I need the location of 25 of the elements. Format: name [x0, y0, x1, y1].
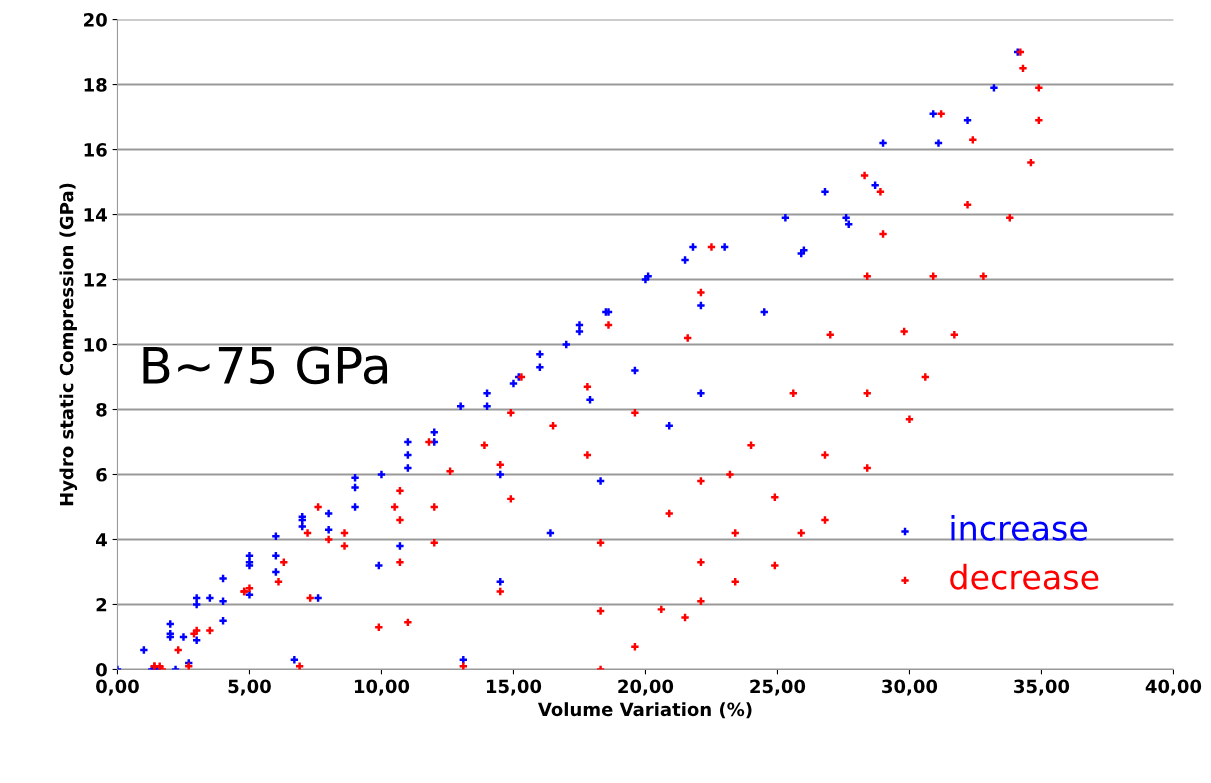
y-tick-label: 14: [84, 208, 107, 222]
x-tick-label: 35,00: [1014, 679, 1070, 696]
y-tick-label: 16: [84, 143, 107, 157]
x-tick-label: 20,00: [618, 679, 674, 696]
y-tick-label: 18: [84, 78, 107, 92]
x-tick-label: 25,00: [750, 679, 806, 696]
legend-label: increase: [951, 514, 1088, 541]
x-tick-label: 30,00: [882, 679, 938, 696]
y-tick-label: 0: [96, 662, 107, 677]
y-tick-label: 6: [96, 467, 107, 482]
y-tick-label: 4: [95, 533, 107, 547]
x-tick-label: 0,00: [96, 679, 139, 696]
x-tick-label: 10,00: [354, 679, 410, 696]
y-tick-label: 10: [84, 337, 107, 352]
x-axis-title: Volume Variation (%): [537, 702, 752, 719]
x-tick-label: 40,00: [1145, 679, 1202, 696]
legend-label: decrease: [950, 563, 1099, 590]
x-tick-label: 15,00: [486, 679, 542, 696]
y-tick-label: 2: [96, 597, 107, 612]
y-tick-label: 20: [84, 13, 107, 27]
annotation: B~75 GPa: [143, 346, 388, 385]
x-tick-label: 5,00: [228, 679, 271, 696]
y-tick-label: 12: [84, 272, 107, 287]
y-axis-title: Hydro static Compression (GPa): [59, 183, 78, 506]
y-tick-label: 8: [96, 402, 107, 417]
